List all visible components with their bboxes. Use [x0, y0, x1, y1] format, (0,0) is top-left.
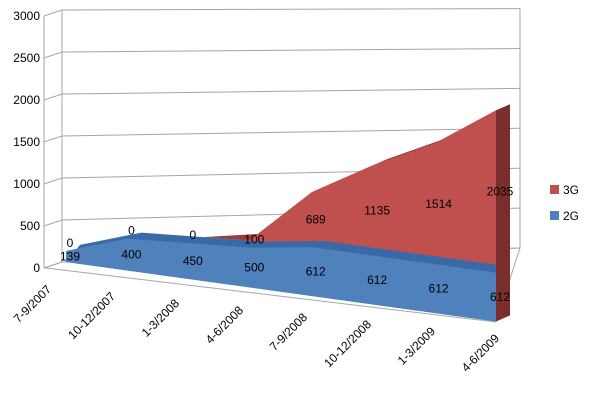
x-tick-label: 1-3/2009	[395, 324, 439, 368]
gridline	[61, 87, 521, 95]
data-label-2g: 450	[183, 254, 203, 268]
x-tick-label: 4-6/2009	[459, 331, 503, 375]
gridline-side	[43, 135, 63, 143]
data-labels: 1390400045005001006126896121135612151461…	[60, 184, 514, 304]
x-tick-label: 10-12/2007	[65, 289, 118, 342]
gridline	[61, 127, 521, 137]
series-area-3g	[66, 110, 496, 273]
data-label-2g: 139	[60, 249, 80, 263]
data-label-2g: 500	[244, 261, 264, 275]
legend-label-2g: 2G	[563, 209, 579, 223]
x-tick-label: 1-3/2008	[139, 296, 183, 340]
data-label-2g: 612	[306, 265, 326, 279]
x-tick-label: 10-12/2008	[321, 317, 374, 370]
y-tick-label: 500	[20, 219, 40, 233]
x-tick-label: 4-6/2008	[203, 303, 247, 347]
data-label-3g: 2035	[487, 184, 514, 198]
y-tick-label: 1500	[13, 135, 40, 149]
data-label-3g: 0	[128, 224, 135, 238]
data-label-3g: 689	[306, 213, 326, 227]
data-label-2g: 612	[367, 273, 387, 287]
y-tick-label: 0	[33, 261, 40, 275]
legend-swatch-2g	[550, 211, 559, 220]
gridline	[61, 8, 521, 11]
y-tick-label: 2500	[13, 51, 40, 65]
legend-swatch-3g	[550, 185, 559, 194]
data-label-3g: 1514	[425, 197, 452, 211]
x-tick-label: 7-9/2008	[267, 310, 311, 354]
data-label-3g: 0	[190, 228, 197, 242]
data-label-3g: 100	[244, 233, 264, 247]
y-tick-label: 3000	[13, 9, 40, 23]
gridline-side	[43, 51, 63, 59]
data-label-2g: 400	[121, 248, 141, 262]
y-tick-label: 2000	[13, 93, 40, 107]
x-tick-label: 7-9/2007	[11, 282, 55, 326]
legend-label-3g: 3G	[563, 183, 579, 197]
gridline-side	[43, 177, 63, 185]
gridline-side	[43, 219, 63, 227]
series-areas	[66, 104, 510, 322]
data-label-2g: 612	[429, 282, 449, 296]
gridline-side	[43, 93, 63, 101]
series-area-2g	[66, 238, 496, 322]
series-end-cap	[496, 104, 510, 322]
data-label-3g: 1135	[364, 203, 390, 217]
gridline-side	[43, 9, 63, 17]
data-label-2g: 612	[490, 290, 510, 304]
gridline	[61, 48, 521, 53]
data-label-3g: 0	[67, 236, 74, 250]
legend: 3G 2G	[550, 183, 579, 223]
y-tick-label: 1000	[13, 177, 40, 191]
